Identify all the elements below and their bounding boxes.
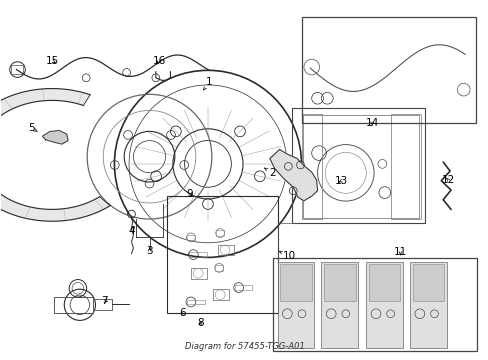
Text: 16: 16 [152,56,165,66]
Text: 15: 15 [45,56,59,66]
Bar [390,114,420,220]
Bar [212,289,228,300]
Polygon shape [42,131,68,144]
Text: 6: 6 [179,309,185,318]
Bar [215,265,223,271]
Bar [166,196,277,313]
Text: 3: 3 [146,246,153,256]
Bar [302,114,322,220]
Text: 1: 1 [203,77,212,90]
Bar [409,262,446,348]
Text: 10: 10 [279,251,295,261]
Bar [292,108,424,223]
Bar [186,234,194,240]
Text: 14: 14 [365,118,378,128]
Text: 11: 11 [393,247,406,257]
Bar [93,299,112,310]
Text: 8: 8 [197,319,203,328]
Bar [302,17,475,123]
Polygon shape [269,149,317,201]
Bar [321,262,357,348]
Bar [277,262,313,348]
Text: 2: 2 [264,168,276,178]
Text: 7: 7 [101,296,108,306]
Polygon shape [0,89,110,221]
Text: 13: 13 [335,176,348,186]
Bar [11,65,23,74]
Text: 9: 9 [186,189,193,199]
Bar [323,264,355,301]
Bar [272,258,476,351]
Text: Diagram for 57455-TGG-A01: Diagram for 57455-TGG-A01 [184,342,304,351]
Bar [54,297,93,313]
Bar [216,230,224,236]
Bar [186,300,204,304]
Bar [190,268,206,279]
Bar [234,285,252,290]
Bar [189,252,206,257]
Text: 4: 4 [128,226,135,236]
Bar [280,264,311,301]
Text: 12: 12 [441,175,454,185]
Bar [368,264,400,301]
Bar [366,262,402,348]
Bar [217,244,233,255]
Text: 5: 5 [28,123,37,133]
Bar [412,264,443,301]
Bar [303,116,418,218]
